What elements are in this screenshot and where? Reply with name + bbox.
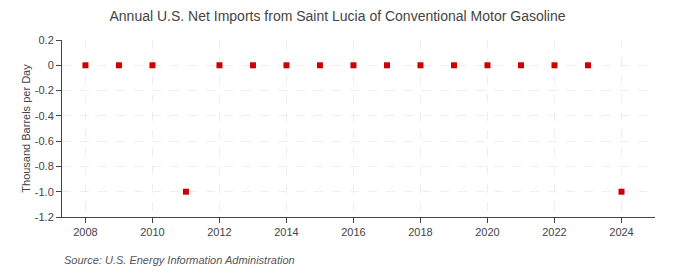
svg-text:-0.6: -0.6 xyxy=(35,135,54,147)
svg-text:2010: 2010 xyxy=(140,226,164,238)
svg-text:2020: 2020 xyxy=(475,226,499,238)
svg-text:-1.2: -1.2 xyxy=(35,211,54,223)
svg-text:2022: 2022 xyxy=(542,226,566,238)
svg-text:0.2: 0.2 xyxy=(39,34,54,46)
svg-text:0: 0 xyxy=(48,59,54,71)
svg-text:2008: 2008 xyxy=(73,226,97,238)
svg-text:2016: 2016 xyxy=(341,226,365,238)
svg-text:Source: U.S. Energy Informatio: Source: U.S. Energy Information Administ… xyxy=(64,254,295,266)
svg-text:Thousand Barrels per Day: Thousand Barrels per Day xyxy=(20,64,32,193)
svg-text:-1.0: -1.0 xyxy=(35,186,54,198)
svg-text:2012: 2012 xyxy=(207,226,231,238)
svg-text:Annual U.S. Net Imports from S: Annual U.S. Net Imports from Saint Lucia… xyxy=(110,8,566,24)
svg-text:-0.8: -0.8 xyxy=(35,160,54,172)
svg-text:-0.4: -0.4 xyxy=(35,110,54,122)
svg-text:2018: 2018 xyxy=(408,226,432,238)
svg-text:-0.2: -0.2 xyxy=(35,84,54,96)
svg-text:2024: 2024 xyxy=(609,226,633,238)
svg-text:2014: 2014 xyxy=(274,226,298,238)
